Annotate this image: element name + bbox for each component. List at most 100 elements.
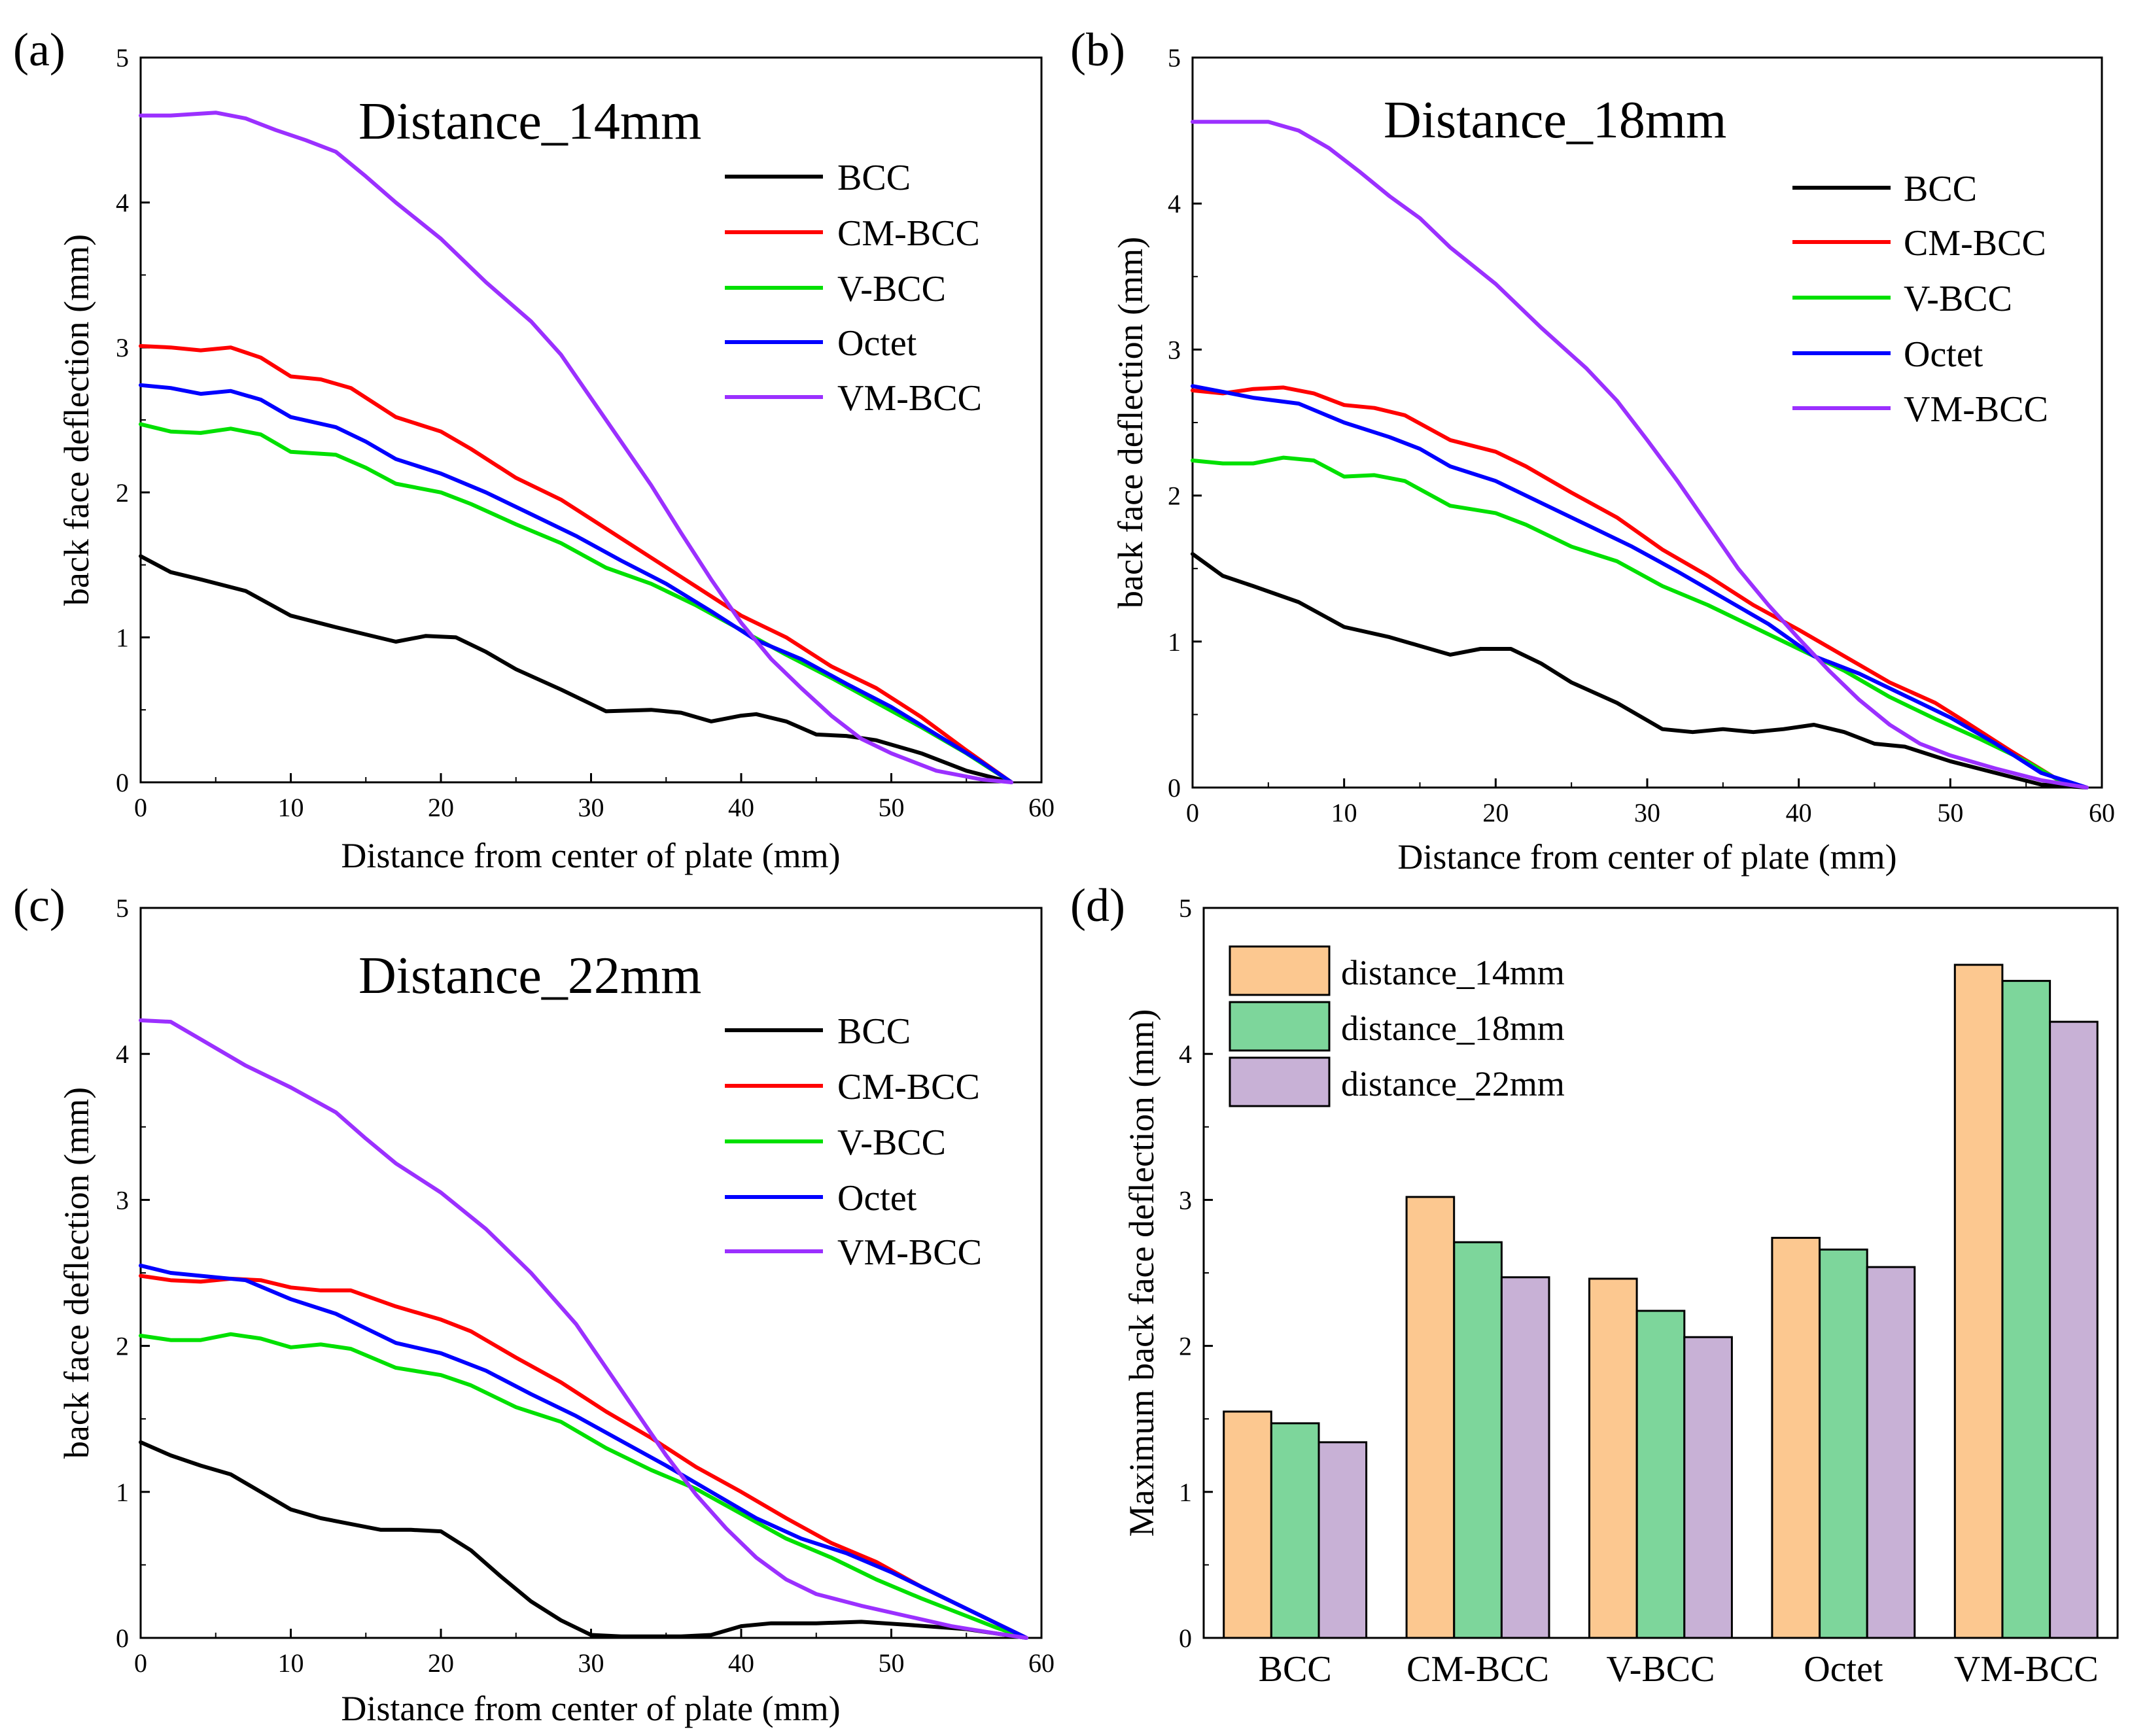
y-tick-label: 1: [1179, 1478, 1192, 1507]
x-tick-label: 40: [1786, 798, 1812, 827]
y-tick-label: 0: [1179, 1623, 1192, 1653]
y-tick-label: 0: [116, 1623, 129, 1653]
y-axis-label: Maximum back face deflection (mm): [1122, 1009, 1161, 1537]
panel-label-d: (d): [1070, 879, 1125, 931]
y-tick-label: 3: [1168, 335, 1181, 364]
legend-label-distance-14mm: distance_14mm: [1341, 953, 1565, 992]
y-axis-label: back face deflection (mm): [57, 1087, 96, 1459]
legend-label-bcc: BCC: [1904, 169, 1977, 209]
series-line-vm-bcc: [139, 111, 1014, 784]
y-tick-label: 0: [1168, 773, 1181, 803]
panel-d-max-deflection-bars: (d) Maximum back face deflection (mm) 0 1…: [1070, 879, 2119, 1690]
y-tick-label: 5: [1179, 894, 1192, 923]
y-tick-label: 1: [1168, 627, 1181, 657]
x-tick-label: 40: [728, 1648, 754, 1678]
x-tick-label: 10: [1331, 798, 1357, 827]
x-tick-label: 20: [428, 1648, 454, 1678]
axis-ticks: 0 1 2 3 4 5: [1179, 894, 2027, 1653]
x-tick-label: 30: [578, 793, 604, 822]
x-category-label: Octet: [1804, 1649, 1883, 1690]
legend: BCC CM-BCC V-BCC Octet VM-BCC: [1792, 169, 2048, 430]
series-line-vm-bcc: [139, 1018, 1028, 1640]
x-tick-label: 30: [1634, 798, 1660, 827]
series-line-bcc: [139, 1440, 1028, 1640]
series-line-octet: [1191, 384, 2089, 790]
bar-cm-bcc-distance-22mm: [1500, 1276, 1550, 1639]
legend-label-v-bcc: V-BCC: [837, 269, 946, 309]
series-line-cm-bcc: [1191, 385, 2089, 790]
y-tick-label: 0: [116, 768, 129, 797]
bar-bcc-distance-18mm: [1270, 1422, 1320, 1639]
y-tick-label: 2: [1168, 481, 1181, 511]
x-tick-label: 30: [578, 1648, 604, 1678]
panel-label-a: (a): [13, 24, 65, 76]
panel-label-b: (b): [1070, 24, 1125, 76]
y-tick-label: 4: [116, 1039, 129, 1069]
bar-octet-distance-22mm: [1866, 1266, 1916, 1639]
bar-vm-bcc-distance-18mm: [2001, 980, 2051, 1639]
panel-a-distance-14mm: (a) Distance_14mm Distance from center o…: [13, 24, 1055, 875]
series-line-octet: [139, 1263, 1028, 1640]
x-tick-label: 10: [278, 1648, 304, 1678]
bar-v-bcc-distance-14mm: [1588, 1277, 1638, 1639]
x-category-label: BCC: [1259, 1649, 1332, 1690]
y-tick-label: 2: [116, 1332, 129, 1361]
y-tick-label: 1: [116, 623, 129, 652]
bar-vm-bcc-distance-14mm: [1953, 963, 2004, 1639]
x-category-label: V-BCC: [1606, 1649, 1715, 1690]
series-line-bcc: [139, 554, 1014, 784]
panel-label-c: (c): [13, 879, 65, 931]
x-tick-label: 0: [134, 793, 147, 822]
legend-swatch-distance-18mm: [1229, 1001, 1331, 1052]
legend-label-octet: Octet: [837, 323, 917, 364]
series-line-v-bcc: [1191, 455, 2089, 790]
legend-label-vm-bcc: VM-BCC: [837, 378, 982, 419]
bar-cm-bcc-distance-14mm: [1405, 1196, 1456, 1639]
x-axis-label: Distance from center of plate (mm): [341, 836, 840, 875]
series-line-v-bcc: [139, 1332, 1028, 1640]
y-tick-label: 2: [1179, 1332, 1192, 1361]
legend-label-distance-22mm: distance_22mm: [1341, 1064, 1565, 1103]
x-category-label: VM-BCC: [1954, 1649, 2099, 1690]
y-tick-label: 1: [116, 1478, 129, 1507]
series-line-cm-bcc: [139, 1274, 1028, 1640]
x-tick-label: 20: [1482, 798, 1509, 827]
x-tick-label: 0: [1186, 798, 1199, 827]
bar-v-bcc-distance-22mm: [1683, 1336, 1733, 1639]
legend: distance_14mm distance_18mm distance_22m…: [1229, 945, 1565, 1107]
panel-b-distance-18mm: (b) Distance_18mm Distance from center o…: [1070, 24, 2115, 877]
x-axis-label: Distance from center of plate (mm): [1397, 837, 1896, 877]
series-lines: [139, 1018, 1028, 1640]
chart-title: Distance_18mm: [1384, 92, 1726, 149]
series-line-vm-bcc: [1191, 120, 2089, 790]
legend-label-bcc: BCC: [837, 1011, 911, 1052]
legend-label-cm-bcc: CM-BCC: [1904, 223, 2046, 264]
panel-c-distance-22mm: (c) Distance_22mm Distance from center o…: [13, 879, 1055, 1728]
x-tick-label: 50: [879, 1648, 905, 1678]
x-tick-label: 20: [428, 793, 454, 822]
legend: BCC CM-BCC V-BCC Octet VM-BCC: [725, 158, 982, 419]
x-category-label: CM-BCC: [1406, 1649, 1549, 1690]
legend-label-v-bcc: V-BCC: [1904, 279, 2012, 319]
y-tick-label: 4: [116, 188, 129, 218]
series-line-v-bcc: [139, 422, 1014, 784]
y-axis-label: back face deflection (mm): [1111, 237, 1150, 608]
legend-label-cm-bcc: CM-BCC: [837, 1067, 980, 1107]
legend-label-v-bcc: V-BCC: [837, 1122, 946, 1163]
legend-label-cm-bcc: CM-BCC: [837, 213, 980, 254]
y-tick-label: 5: [116, 43, 129, 73]
x-tick-label: 50: [879, 793, 905, 822]
x-tick-label: 60: [2089, 798, 2115, 827]
bar-bcc-distance-14mm: [1223, 1410, 1272, 1639]
x-tick-label: 60: [1028, 793, 1055, 822]
y-tick-label: 4: [1179, 1039, 1192, 1069]
chart-title: Distance_22mm: [358, 947, 701, 1005]
x-tick-label: 50: [1937, 798, 1963, 827]
bar-v-bcc-distance-18mm: [1635, 1310, 1686, 1639]
x-tick-label: 10: [278, 793, 304, 822]
series-lines: [139, 111, 1014, 784]
x-tick-label: 60: [1028, 1648, 1055, 1678]
series-line-octet: [139, 383, 1014, 784]
